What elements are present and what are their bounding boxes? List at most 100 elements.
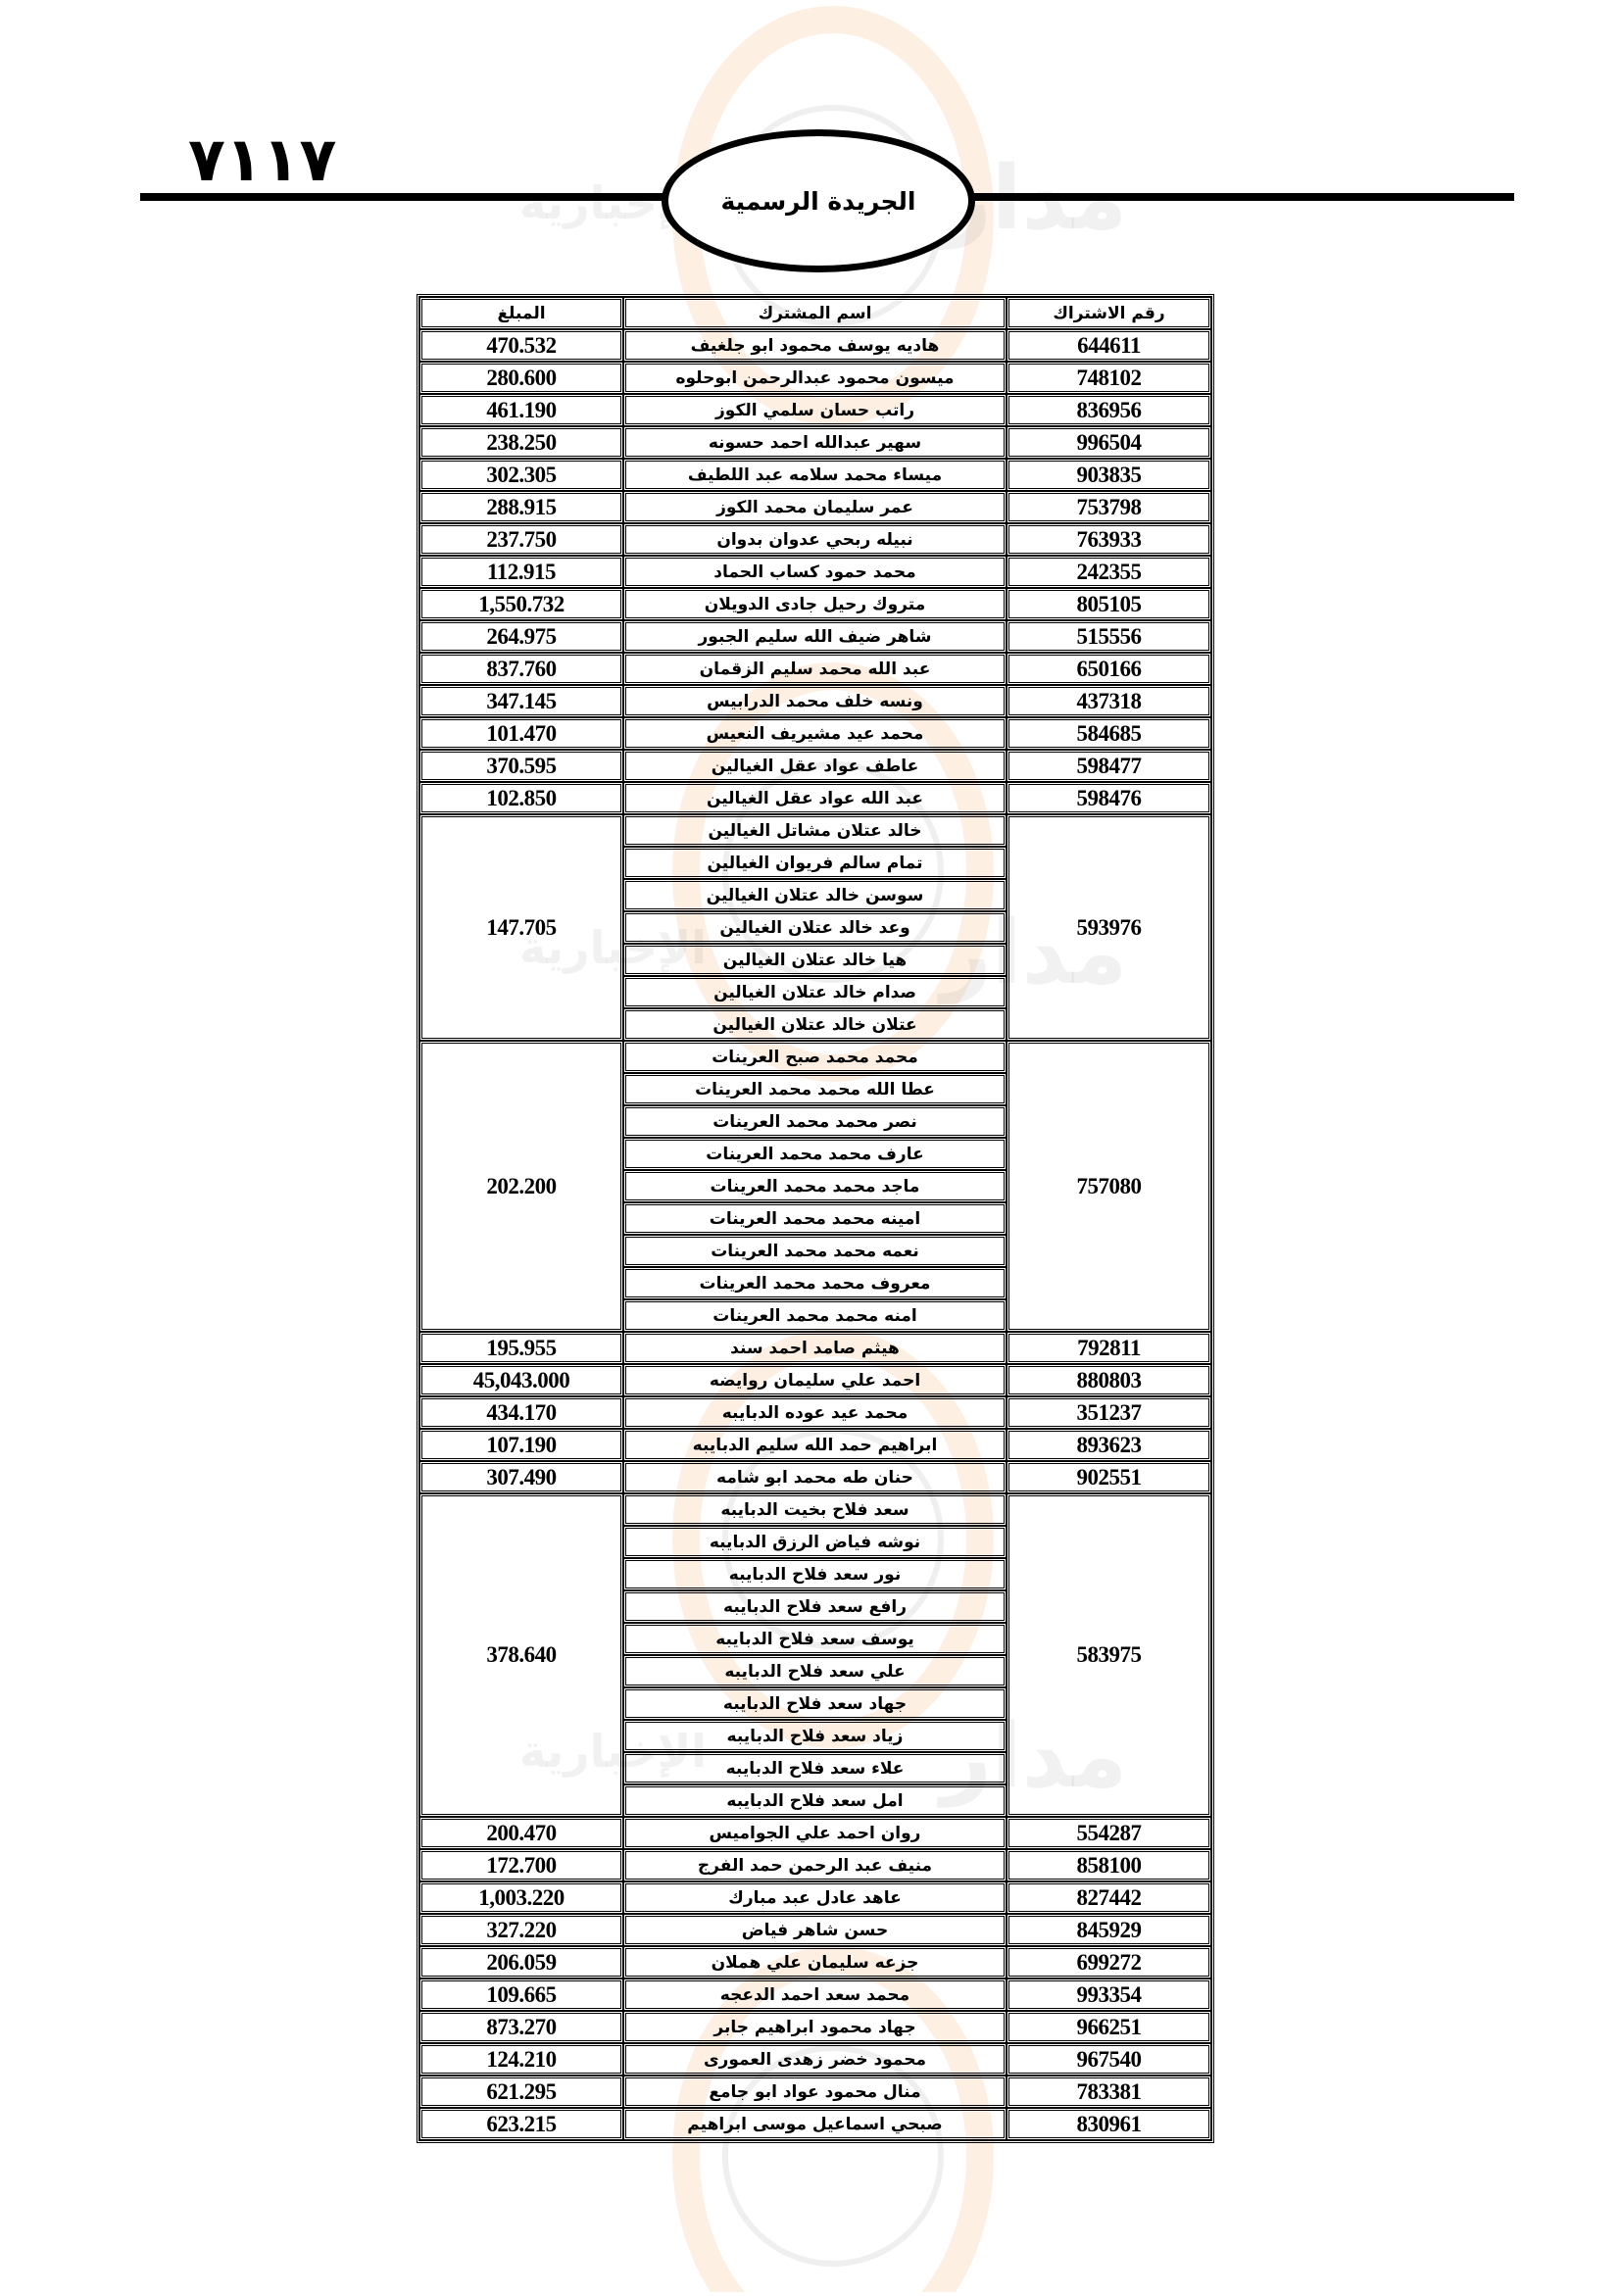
column-header-number: رقم الاشتراك — [1007, 297, 1211, 329]
gazette-title-badge: الجريدة الرسمية — [662, 129, 975, 272]
subscription-number-cell: 699272 — [1007, 1946, 1211, 1978]
amount-cell: 264.975 — [419, 620, 623, 653]
amount-cell: 307.490 — [419, 1461, 623, 1493]
table-row: يوسف سعد فلاح الدبايبه — [419, 1623, 1211, 1655]
amount-cell: 288.915 — [419, 491, 623, 523]
table-header-row: المبلغ اسم المشترك رقم الاشتراك — [419, 297, 1211, 329]
table-row: 378.640 سعد فلاح بخيت الدبايبه 583975 — [419, 1493, 1211, 1817]
subscriber-name-cell: محمد سعد احمد الدعجه — [623, 1978, 1007, 2011]
subscription-number-cell: 763933 — [1007, 523, 1211, 556]
subscriber-name-cell: تمام سالم فريوان الغيالين — [623, 847, 1007, 879]
subscriber-name-cell: روان احمد علي الجواميس — [623, 1817, 1007, 1849]
subscriber-name-cell: وعد خالد عتلان الغيالين — [623, 911, 1007, 944]
amount-cell: 378.640 — [419, 1493, 623, 1817]
subscriber-name-cell: امنه محمد محمد العرينات — [623, 1299, 1007, 1332]
subscriber-name-cell: محمد حمود كساب الحماد — [623, 556, 1007, 588]
table-row: 202.200 محمد محمد صبح العرينات 757080 — [419, 1041, 1211, 1332]
amount-cell: 195.955 — [419, 1332, 623, 1364]
subscriber-name-cell: احمد علي سليمان روايضه — [623, 1364, 1007, 1396]
subscriber-name-cell: محمود خضر زهدى العمورى — [623, 2043, 1007, 2076]
subscriber-name-cell: نعمه محمد محمد العرينات — [623, 1235, 1007, 1267]
table-row: وعد خالد عتلان الغيالين — [419, 911, 1211, 944]
table-row: 370.595 عاطف عواد عقل الغيالين 598477 — [419, 750, 1211, 782]
subscription-number-cell: 242355 — [1007, 556, 1211, 588]
amount-cell: 112.915 — [419, 556, 623, 588]
subscription-number-cell: 748102 — [1007, 362, 1211, 394]
amount-cell: 327.220 — [419, 1914, 623, 1946]
table-row: علي سعد فلاح الدبايبه — [419, 1655, 1211, 1687]
table-row: 1,550.732 متروك رحيل جادى الدويلان 805105 — [419, 588, 1211, 620]
subscription-number-cell: 583975 — [1007, 1493, 1211, 1817]
column-header-amount: المبلغ — [419, 297, 623, 329]
subscriber-name-cell: منيف عبد الرحمن حمد الفرج — [623, 1849, 1007, 1881]
amount-cell: 280.600 — [419, 362, 623, 394]
table-row: 112.915 محمد حمود كساب الحماد 242355 — [419, 556, 1211, 588]
table-row: 327.220 حسن شاهر فياض 845929 — [419, 1914, 1211, 1946]
table-row: 238.250 سهير عبدالله احمد حسونه 996504 — [419, 426, 1211, 459]
amount-cell: 45,043.000 — [419, 1364, 623, 1396]
subscription-number-cell: 644611 — [1007, 329, 1211, 362]
amount-cell: 107.190 — [419, 1429, 623, 1461]
page-number: ٧١١٧ — [188, 123, 337, 195]
table-row: هيا خالد عتلان الغيالين — [419, 944, 1211, 976]
subscription-number-cell: 783381 — [1007, 2076, 1211, 2108]
table-row: 264.975 شاهر ضيف الله سليم الجبور 515556 — [419, 620, 1211, 653]
table-row: 107.190 ابراهيم حمد الله سليم الدبايبه 893… — [419, 1429, 1211, 1461]
subscription-number-cell: 515556 — [1007, 620, 1211, 653]
table-row: سوسن خالد عتلان الغيالين — [419, 879, 1211, 911]
subscription-number-cell: 845929 — [1007, 1914, 1211, 1946]
table-row: 307.490 حنان طه محمد ابو شامه 902551 — [419, 1461, 1211, 1493]
amount-cell: 434.170 — [419, 1396, 623, 1429]
subscription-number-cell: 902551 — [1007, 1461, 1211, 1493]
amount-cell: 621.295 — [419, 2076, 623, 2108]
table-row: امنه محمد محمد العرينات — [419, 1299, 1211, 1332]
subscription-number-cell: 554287 — [1007, 1817, 1211, 1849]
table-row: نعمه محمد محمد العرينات — [419, 1235, 1211, 1267]
subscriber-name-cell: ماجد محمد محمد العرينات — [623, 1170, 1007, 1202]
table-row: علاء سعد فلاح الدبايبه — [419, 1752, 1211, 1784]
subscription-number-cell: 437318 — [1007, 685, 1211, 717]
table-row: زياد سعد فلاح الدبايبه — [419, 1720, 1211, 1752]
subscriber-name-cell: يوسف سعد فلاح الدبايبه — [623, 1623, 1007, 1655]
table-row: 147.705 خالد عتلان مشاتل الغيالين 593976 — [419, 814, 1211, 1041]
subscription-number-cell: 858100 — [1007, 1849, 1211, 1881]
amount-cell: 147.705 — [419, 814, 623, 1041]
subscriber-name-cell: محمد عيد مشيريف النعيس — [623, 717, 1007, 750]
subscribers-table: المبلغ اسم المشترك رقم الاشتراك 470.532 ه… — [417, 294, 1214, 2143]
amount-cell: 873.270 — [419, 2011, 623, 2043]
amount-cell: 237.750 — [419, 523, 623, 556]
amount-cell: 102.850 — [419, 782, 623, 814]
subscriber-name-cell: عمر سليمان محمد الكوز — [623, 491, 1007, 523]
subscriber-name-cell: نصر محمد محمد العرينات — [623, 1105, 1007, 1138]
subscription-number-cell: 993354 — [1007, 1978, 1211, 2011]
amount-cell: 623.215 — [419, 2108, 623, 2140]
amount-cell: 172.700 — [419, 1849, 623, 1881]
subscriber-name-cell: متروك رحيل جادى الدويلان — [623, 588, 1007, 620]
table-row: 172.700 منيف عبد الرحمن حمد الفرج 858100 — [419, 1849, 1211, 1881]
subscription-number-cell: 753798 — [1007, 491, 1211, 523]
amount-cell: 124.210 — [419, 2043, 623, 2076]
subscriber-name-cell: عطا الله محمد محمد العرينات — [623, 1073, 1007, 1105]
table-row: 837.760 عبد الله محمد سليم الزقمان 650166 — [419, 653, 1211, 685]
subscription-number-cell: 966251 — [1007, 2011, 1211, 2043]
table-row: 102.850 عبد الله عواد عقل الغيالين 598476 — [419, 782, 1211, 814]
table-row: عارف محمد محمد العرينات — [419, 1138, 1211, 1170]
subscriber-name-cell: نوشه فياض الرزق الدبايبه — [623, 1526, 1007, 1558]
table-row: ماجد محمد محمد العرينات — [419, 1170, 1211, 1202]
subscriber-name-cell: هاديه يوسف محمود ابو جلغيف — [623, 329, 1007, 362]
subscription-number-cell: 598477 — [1007, 750, 1211, 782]
subscriber-name-cell: ابراهيم حمد الله سليم الدبايبه — [623, 1429, 1007, 1461]
table-row: امينه محمد محمد العرينات — [419, 1202, 1211, 1235]
subscriber-name-cell: زياد سعد فلاح الدبايبه — [623, 1720, 1007, 1752]
amount-cell: 370.595 — [419, 750, 623, 782]
table-row: تمام سالم فريوان الغيالين — [419, 847, 1211, 879]
table-row: عطا الله محمد محمد العرينات — [419, 1073, 1211, 1105]
subscriber-name-cell: شاهر ضيف الله سليم الجبور — [623, 620, 1007, 653]
amount-cell: 206.059 — [419, 1946, 623, 1978]
table-row: صدام خالد عتلان الغيالين — [419, 976, 1211, 1008]
table-row: 873.270 جهاد محمود ابراهيم جابر 966251 — [419, 2011, 1211, 2043]
column-header-name: اسم المشترك — [623, 297, 1007, 329]
table-row: 434.170 محمد عيد عوده الدبايبه 351237 — [419, 1396, 1211, 1429]
table-body: 470.532 هاديه يوسف محمود ابو جلغيف 644611 2… — [419, 329, 1211, 2140]
table-row: 1,003.220 عاهد عادل عبد مبارك 827442 — [419, 1881, 1211, 1914]
